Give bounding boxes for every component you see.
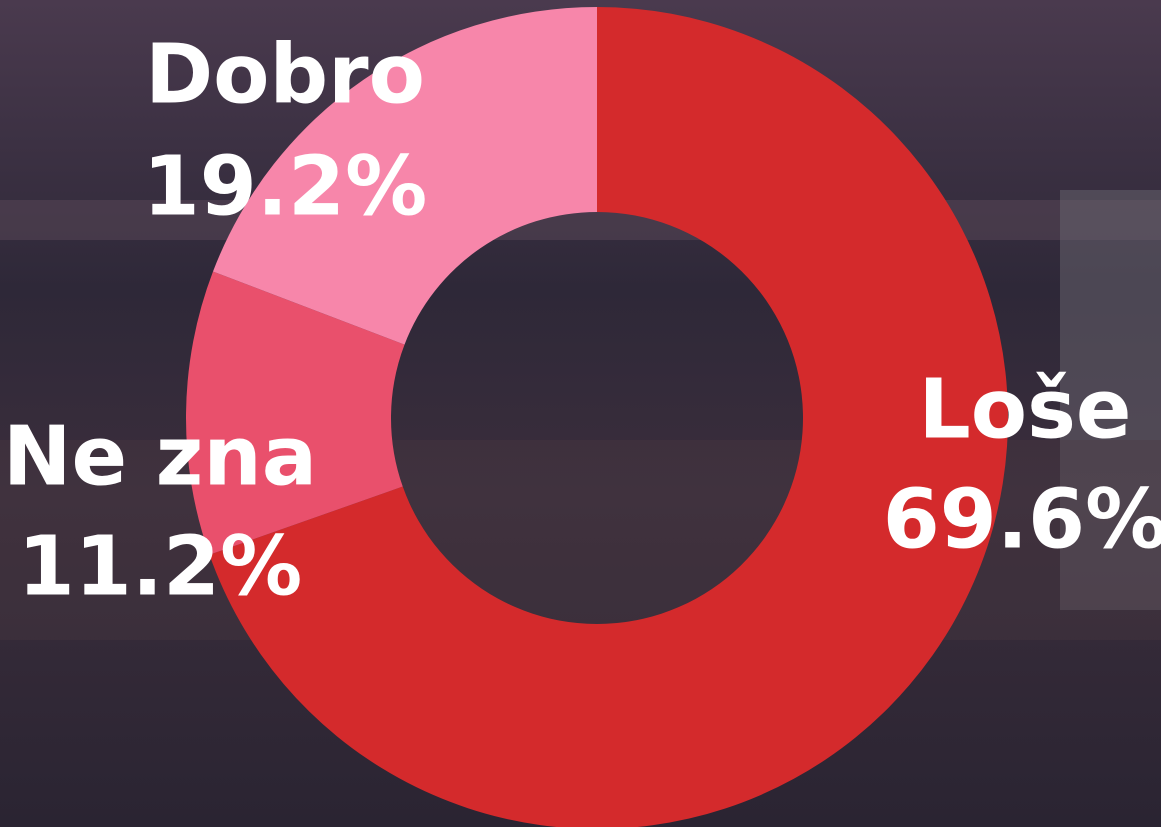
slice	[209, 7, 1008, 827]
bridge-pillar	[1060, 190, 1161, 610]
slice	[212, 7, 598, 345]
slice	[185, 271, 405, 555]
category-label: Ne zna	[3, 409, 317, 504]
labels: Loše 69.6% Ne zna 11.2% Dobro 19.2%	[3, 27, 1161, 614]
category-label: Loše	[918, 362, 1131, 457]
value-label: 69.6%	[883, 472, 1161, 567]
value-label: 11.2%	[18, 519, 302, 614]
value-label: 19.2%	[143, 139, 427, 234]
donut	[185, 7, 1008, 827]
category-label: Dobro	[145, 27, 425, 122]
